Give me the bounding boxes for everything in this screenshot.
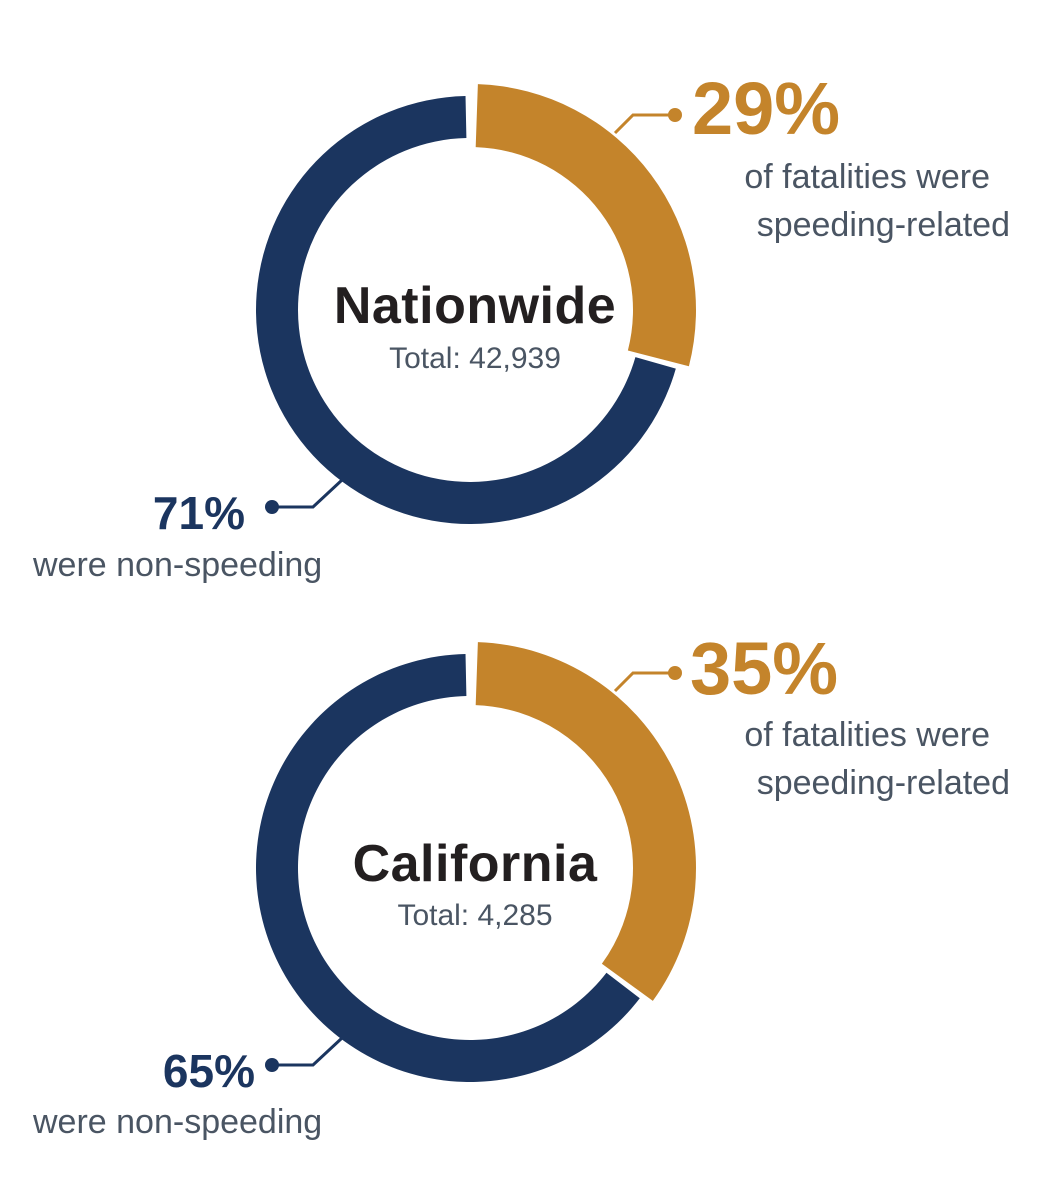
speeding-slice xyxy=(475,642,696,1001)
chart-title-nationwide: Nationwide xyxy=(333,277,617,335)
non-speeding-leader-line xyxy=(272,478,344,509)
speeding-desc-line1-nationwide: of fatalities were xyxy=(744,158,990,196)
speeding-desc-line2-nationwide: speeding-related xyxy=(756,206,1010,244)
chart-title-california: California xyxy=(352,835,598,893)
speeding-leader-dot xyxy=(668,108,682,122)
chart-total-nationwide: Total: 42,939 xyxy=(389,342,561,375)
non-speeding-leader-dot xyxy=(265,1058,279,1072)
speeding-percent-nationwide: 29% xyxy=(692,67,841,150)
non-speeding-leader-line xyxy=(272,1036,344,1067)
speeding-leader-line xyxy=(613,113,675,135)
speeding-desc-line2-california: speeding-related xyxy=(756,764,1010,802)
speeding-leader-line xyxy=(613,671,675,693)
speeding-percent-california: 35% xyxy=(690,627,839,710)
non-speeding-leader-dot xyxy=(265,500,279,514)
speeding-leader-dot xyxy=(668,666,682,680)
chart-total-california: Total: 4,285 xyxy=(397,899,553,932)
speeding-desc-line1-california: of fatalities were xyxy=(744,716,990,754)
non-speeding-percent-nationwide: 71% xyxy=(152,487,245,539)
non-speeding-desc-california: were non-speeding xyxy=(33,1103,323,1141)
speeding-slice xyxy=(475,84,696,367)
non-speeding-percent-california: 65% xyxy=(162,1045,255,1097)
non-speeding-desc-nationwide: were non-speeding xyxy=(33,546,323,584)
